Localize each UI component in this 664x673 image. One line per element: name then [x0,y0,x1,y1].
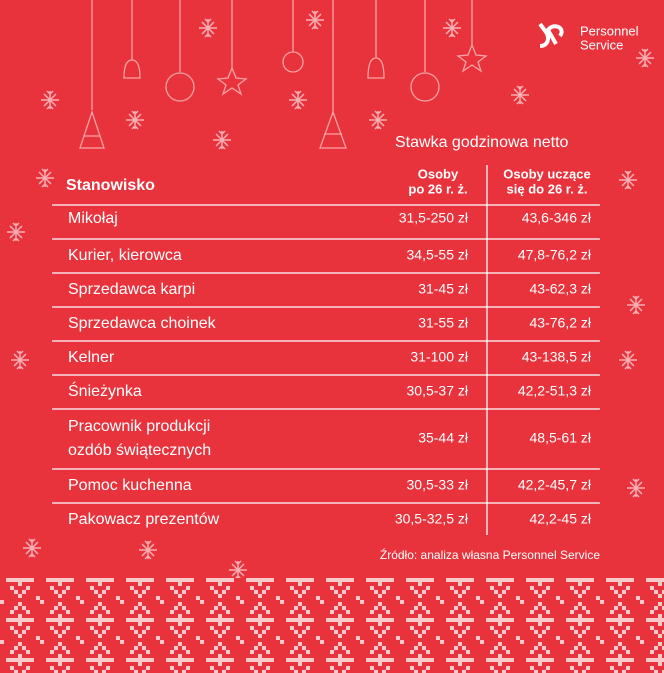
rate-cell: 35-44 zł [418,430,469,446]
rate-cell: 42,2-45 zł [530,511,592,527]
position-label: Mikołaj [68,210,118,227]
rate-cell: 30,5-32,5 zł [395,511,469,527]
position-label: ozdób świątecznych [68,442,211,459]
decorations [6,0,655,580]
rate-cell: 30,5-37 zł [407,383,469,399]
column-header: się do 26 r. ż. [507,181,588,196]
rate-cell: 34,5-55 zł [407,247,469,263]
table-title: Stawka godzinowa netto [395,134,569,151]
rate-cell: 48,5-61 zł [530,430,592,446]
rate-cell: 30,5-33 zł [407,477,469,493]
logo-text: Service [580,37,623,52]
source: Źródło: analiza własna Personnel Service [380,547,600,562]
knit-border [0,578,664,673]
column-header: po 26 r. ż. [408,181,467,196]
rate-cell: 43-138,5 zł [522,349,592,365]
rate-cell: 42,2-51,3 zł [518,383,592,399]
position-label: Śnieżynka [68,381,142,400]
logo: Personnel Service [538,22,639,52]
rate-cell: 31-45 zł [418,281,469,297]
position-label: Sprzedawca choinek [68,315,217,332]
column-header: Osoby uczące [503,166,590,181]
position-label: Sprzedawca karpi [68,281,195,298]
column-header: Stanowisko [66,177,155,194]
position-label: Pakowacz prezentów [68,511,220,528]
rate-cell: 43,6-346 zł [522,210,592,226]
position-label: Kurier, kierowca [68,247,182,264]
position-label: Pracownik produkcji [68,418,210,435]
position-label: Kelner [68,349,115,366]
column-header: Osoby [418,166,459,181]
rate-cell: 31-55 zł [418,315,469,331]
rate-cell: 31,5-250 zł [399,210,469,226]
logo-text: Personnel [580,23,639,38]
rate-cell: 43-76,2 zł [530,315,592,331]
rate-cell: 31-100 zł [410,349,468,365]
rate-cell: 47,8-76,2 zł [518,247,592,263]
rate-cell: 43-62,3 zł [530,281,592,297]
rate-cell: 42,2-45,7 zł [518,477,592,493]
position-label: Pomoc kuchenna [68,477,192,494]
